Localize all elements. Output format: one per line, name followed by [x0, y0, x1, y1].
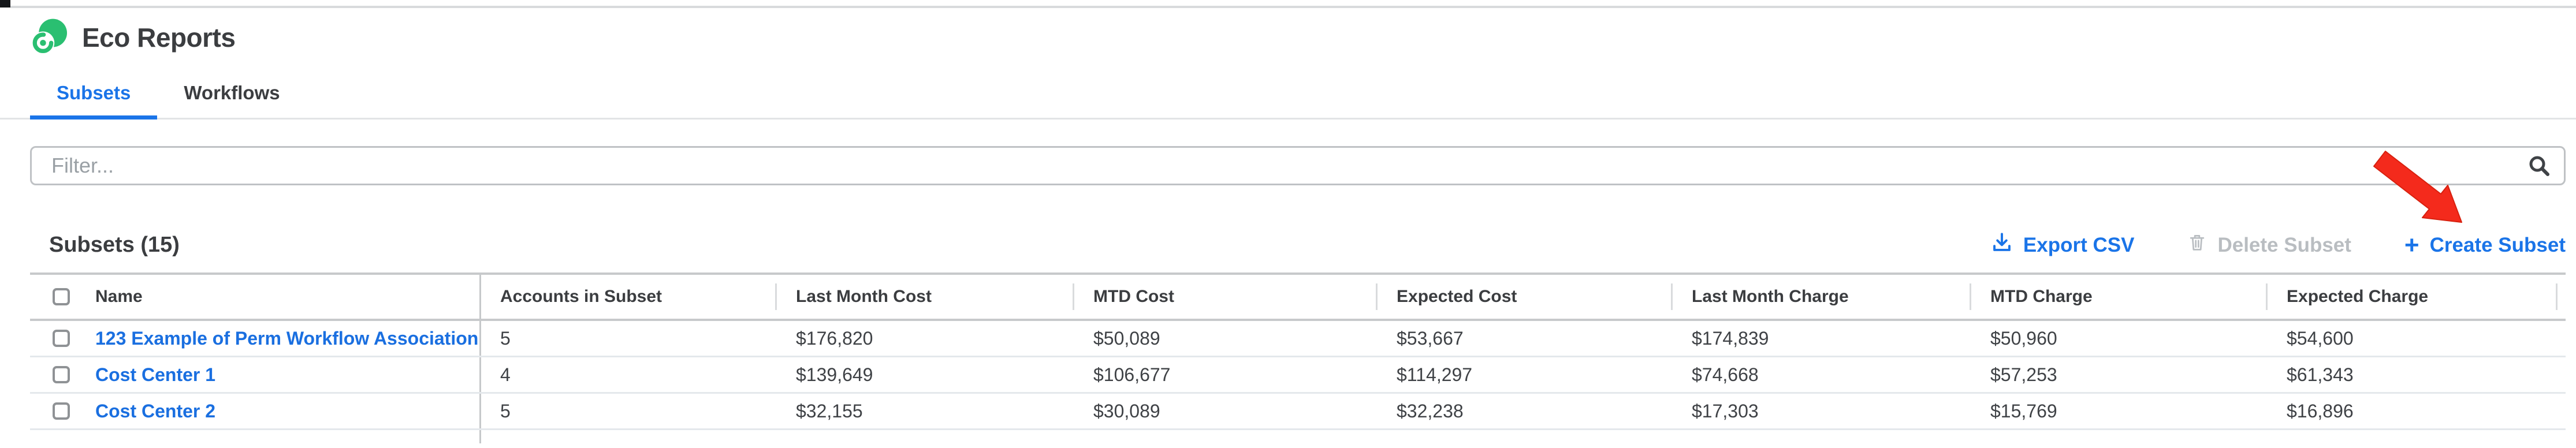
cell-expected-cost: $114,297 — [1397, 364, 1473, 385]
subset-name-link[interactable]: Cost Center 2 — [95, 400, 216, 421]
subsets-count-title: Subsets (15) — [49, 233, 180, 257]
export-csv-button[interactable]: Export CSV — [1991, 232, 2135, 259]
cell-mtd-charge: $57,253 — [1990, 364, 2057, 385]
section-header: Subsets (15) Export CSV Delete Subset + … — [30, 232, 2566, 259]
column-header-last-month-cost: Last Month Cost — [775, 275, 1073, 319]
create-subset-label: Create Subset — [2429, 233, 2566, 256]
table-row: 123 Example of Perm Workflow Association… — [30, 321, 2566, 357]
row-checkbox[interactable] — [53, 330, 70, 347]
table-row: Cost Center 2 5 $32,155 $30,089 $32,238 … — [30, 394, 2566, 430]
table-partial-row — [30, 430, 2566, 443]
cell-mtd-cost: $50,089 — [1093, 327, 1160, 349]
subset-name-link[interactable]: 123 Example of Perm Workflow Association — [95, 327, 479, 349]
cell-mtd-charge: $50,960 — [1990, 327, 2057, 349]
tab-bar: Subsets Workflows — [0, 82, 2576, 120]
column-header-accounts-in-subset: Accounts in Subset — [479, 275, 775, 319]
cell-last-month-cost: $176,820 — [796, 327, 873, 349]
subset-name-link[interactable]: Cost Center 1 — [95, 364, 216, 385]
cell-expected-cost: $53,667 — [1397, 327, 1464, 349]
cell-expected-charge: $16,896 — [2287, 400, 2354, 421]
tab-subsets[interactable]: Subsets — [30, 82, 158, 120]
plus-icon: + — [2404, 230, 2419, 259]
cell-mtd-cost: $106,677 — [1093, 364, 1171, 385]
cell-accounts-in-subset: 5 — [479, 321, 775, 356]
search-icon[interactable] — [2526, 154, 2552, 179]
cell-last-month-cost: $139,649 — [796, 364, 873, 385]
cell-name: Cost Center 1 — [30, 357, 479, 392]
cell-expected-charge: $54,600 — [2287, 327, 2354, 349]
download-icon — [1991, 232, 2013, 259]
cell-name: 123 Example of Perm Workflow Association — [30, 321, 479, 356]
cell-last-month-charge: $74,668 — [1692, 364, 1759, 385]
subsets-table: Name Accounts in Subset Last Month Cost … — [30, 272, 2566, 443]
cell-mtd-cost: $30,089 — [1093, 400, 1160, 421]
column-header-expected-charge: Expected Charge — [2266, 275, 2566, 319]
export-csv-label: Export CSV — [2023, 233, 2135, 256]
table-actions: Export CSV Delete Subset + Create Subset — [1991, 232, 2566, 259]
cell-expected-charge: $61,343 — [2287, 364, 2354, 385]
cell-last-month-charge: $174,839 — [1692, 327, 1769, 349]
row-checkbox[interactable] — [53, 366, 70, 383]
row-checkbox[interactable] — [53, 402, 70, 420]
column-divider — [479, 430, 2566, 443]
cell-last-month-charge: $17,303 — [1692, 400, 1759, 421]
column-header-mtd-charge: MTD Charge — [1970, 275, 2266, 319]
window-edge-line — [10, 6, 2576, 8]
tab-workflows[interactable]: Workflows — [184, 82, 280, 103]
column-header-name: Name — [30, 275, 479, 319]
table-header-row: Name Accounts in Subset Last Month Cost … — [30, 275, 2566, 321]
page-title: Eco Reports — [82, 23, 236, 53]
filter-bar — [30, 146, 2566, 185]
create-subset-button[interactable]: + Create Subset — [2404, 230, 2566, 259]
trash-icon — [2187, 233, 2207, 257]
cell-mtd-charge: $15,769 — [1990, 400, 2057, 421]
table-row: Cost Center 1 4 $139,649 $106,677 $114,2… — [30, 357, 2566, 394]
column-header-mtd-cost: MTD Cost — [1073, 275, 1376, 319]
select-all-checkbox[interactable] — [53, 288, 70, 305]
filter-input[interactable] — [30, 146, 2566, 185]
cell-accounts-in-subset: 5 — [479, 394, 775, 428]
cell-expected-cost: $32,238 — [1397, 400, 1464, 421]
eco-reports-logo-icon — [30, 18, 68, 57]
window-edge-artifact — [0, 0, 10, 8]
delete-subset-label: Delete Subset — [2217, 233, 2351, 256]
column-header-expected-cost: Expected Cost — [1376, 275, 1671, 319]
cell-last-month-cost: $32,155 — [796, 400, 863, 421]
delete-subset-button[interactable]: Delete Subset — [2187, 233, 2351, 257]
cell-accounts-in-subset: 4 — [479, 357, 775, 392]
app-header: Eco Reports — [0, 0, 2576, 57]
cell-name: Cost Center 2 — [30, 394, 479, 428]
column-header-last-month-charge: Last Month Charge — [1671, 275, 1970, 319]
